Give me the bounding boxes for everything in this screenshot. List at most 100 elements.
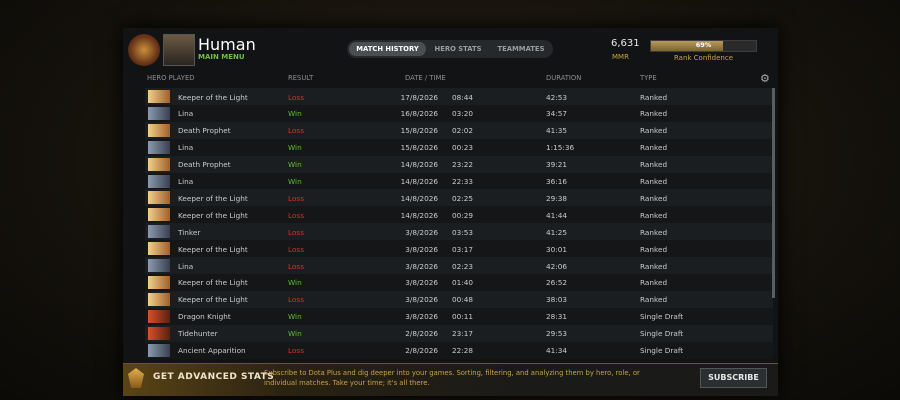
- hero-name: Keeper of the Light: [178, 278, 248, 288]
- game-type: Single Draft: [640, 346, 684, 355]
- hero-icon: [148, 90, 170, 103]
- time: 22:33: [452, 177, 474, 186]
- date: 14/8/2026: [400, 193, 438, 203]
- match-row[interactable]: [145, 290, 773, 308]
- result: Loss: [288, 244, 305, 254]
- match-row[interactable]: [145, 307, 773, 325]
- match-row[interactable]: [145, 138, 773, 156]
- match-row[interactable]: [145, 341, 773, 359]
- date: 3/8/2026: [405, 227, 438, 237]
- date: 3/8/2026: [405, 244, 438, 254]
- duration: 36:16: [546, 177, 568, 186]
- hero-icon: [148, 292, 170, 306]
- hero-name: Dragon Knight: [178, 312, 231, 322]
- match-row[interactable]: [145, 155, 773, 173]
- hero-icon: [148, 157, 170, 171]
- time: 02:02: [452, 126, 474, 136]
- game-type: Ranked: [640, 193, 668, 203]
- match-row[interactable]: [145, 206, 773, 224]
- date: 3/8/2026: [405, 295, 438, 305]
- time: 01:40: [452, 278, 474, 288]
- date: 3/8/2026: [405, 278, 438, 288]
- column-header: HERO PLAYED: [147, 74, 195, 82]
- hero-icon: [148, 208, 170, 222]
- match-row[interactable]: [145, 223, 773, 241]
- column-header: RESULT: [288, 74, 314, 82]
- match-row[interactable]: [145, 273, 773, 291]
- hero-name: Ancient Apparition: [178, 346, 246, 355]
- result: Loss: [288, 92, 305, 102]
- duration: 42:06: [546, 261, 568, 271]
- game-type: Ranked: [640, 126, 668, 136]
- hero-icon: [148, 275, 170, 289]
- match-row[interactable]: [145, 88, 773, 105]
- match-row[interactable]: [145, 189, 773, 207]
- date: 14/8/2026: [400, 210, 438, 220]
- game-type: Ranked: [640, 295, 668, 305]
- column-header: DATE / TIME: [405, 74, 446, 82]
- banner-text: Subscribe to Dota Plus and dig deeper in…: [264, 369, 640, 387]
- confidence-track: [650, 40, 757, 52]
- time: 00:23: [452, 143, 474, 153]
- date: 14/8/2026: [400, 160, 438, 170]
- hero-name: Lina: [178, 143, 194, 153]
- game-type: Ranked: [640, 143, 668, 153]
- hero-icon: [148, 225, 170, 239]
- banner-title: GET ADVANCED STATS: [153, 372, 275, 382]
- time: 23:22: [452, 160, 474, 170]
- hero-name: Tinker: [178, 227, 201, 237]
- time: 00:48: [452, 295, 474, 305]
- hero-icon: [148, 174, 170, 188]
- time: 02:25: [452, 193, 474, 203]
- subscribe-button[interactable]: SUBSCRIBE: [700, 368, 767, 388]
- tab[interactable]: TEAMMATES: [497, 45, 545, 53]
- time: 03:17: [452, 244, 474, 254]
- match-row[interactable]: [145, 121, 773, 139]
- hero-name: Tidehunter: [178, 329, 218, 339]
- hero-icon: [148, 123, 170, 137]
- game-type: Ranked: [640, 210, 668, 220]
- result: Loss: [288, 227, 305, 237]
- match-row[interactable]: [145, 240, 773, 258]
- date: 15/8/2026: [400, 126, 438, 136]
- game-type: Ranked: [640, 227, 668, 237]
- duration: 39:21: [546, 160, 568, 170]
- settings-icon[interactable]: ⚙: [760, 72, 770, 85]
- rank-medal: [128, 34, 160, 66]
- tab[interactable]: MATCH HISTORY: [349, 42, 426, 56]
- result: Loss: [288, 261, 305, 271]
- scrollbar[interactable]: [772, 88, 775, 298]
- column-header: TYPE: [640, 74, 657, 82]
- result: Loss: [288, 193, 305, 203]
- time: 22:28: [452, 346, 474, 355]
- promo-banner: [123, 363, 778, 396]
- dota-plus-icon: [128, 368, 144, 388]
- time: 03:53: [452, 227, 474, 237]
- game-type: Ranked: [640, 261, 668, 271]
- duration: 41:44: [546, 210, 568, 220]
- hero-name: Keeper of the Light: [178, 244, 248, 254]
- date: 2/8/2026: [405, 346, 438, 355]
- result: Win: [288, 177, 302, 186]
- duration: 29:53: [546, 329, 568, 339]
- result: Loss: [288, 210, 305, 220]
- game-type: Single Draft: [640, 329, 684, 339]
- game-type: Ranked: [640, 109, 668, 119]
- column-header: DURATION: [546, 74, 582, 82]
- player-name: Human: [198, 35, 256, 54]
- time: 00:29: [452, 210, 474, 220]
- date: 3/8/2026: [405, 312, 438, 322]
- result: Loss: [288, 126, 305, 136]
- match-row[interactable]: [145, 257, 773, 274]
- result: Loss: [288, 346, 305, 355]
- time: 02:23: [452, 261, 474, 271]
- confidence-bar: [651, 41, 724, 51]
- match-row[interactable]: [145, 172, 773, 190]
- date: 14/8/2026: [400, 177, 438, 186]
- tab[interactable]: HERO STATS: [434, 45, 482, 53]
- hero-name: Death Prophet: [178, 126, 231, 136]
- match-row[interactable]: [145, 104, 773, 122]
- hero-name: Keeper of the Light: [178, 92, 248, 102]
- duration: 41:34: [546, 346, 568, 355]
- match-row[interactable]: [145, 324, 773, 342]
